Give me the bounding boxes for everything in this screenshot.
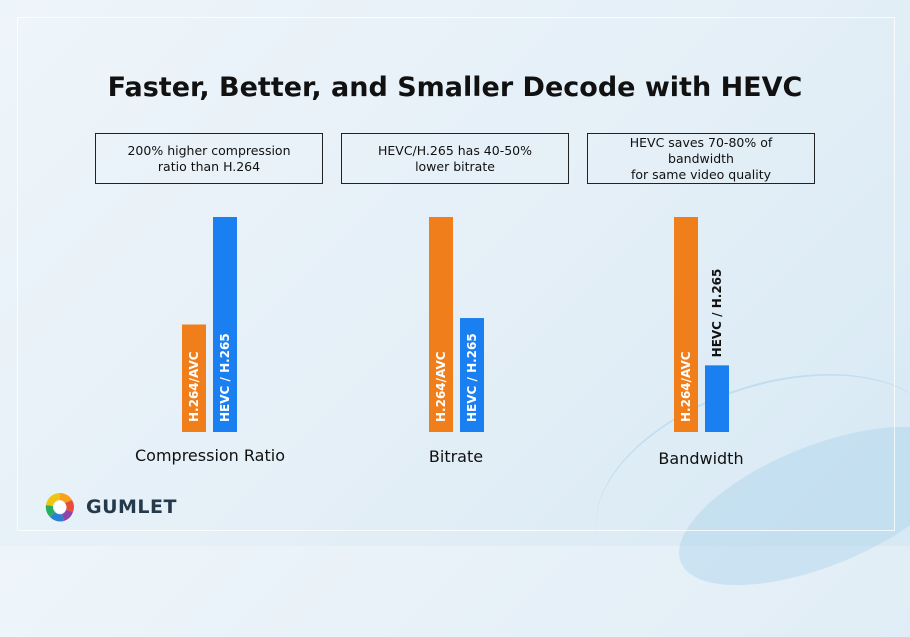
bandwidth-label: Bandwidth [658, 449, 744, 468]
bitrate-hevc-bar [460, 318, 484, 432]
compression-hevc-bar [213, 217, 237, 432]
bandwidth-hevc-bar [705, 365, 729, 432]
bitrate-info-text: HEVC/H.265 has 40-50% lower bitrate [377, 142, 533, 174]
bitrate-label: Bitrate [428, 447, 484, 466]
bandwidth-avc-bar [674, 217, 698, 432]
border-frame [17, 17, 895, 531]
bitrate-info-card: HEVC/H.265 has 40-50% lower bitrate [341, 133, 569, 184]
gumlet-logo-text: GUMLET [86, 496, 177, 518]
compression-hevc-bar-label: HEVC / H.265 [218, 333, 232, 422]
compression-info-card: 200% higher compression ratio than H.264 [95, 133, 323, 184]
compression-info-text: 200% higher compression ratio than H.264 [127, 142, 291, 174]
bitrate-avc-bar [429, 217, 453, 432]
bitrate-hevc-bar-label: HEVC / H.265 [465, 333, 479, 422]
bar-chart: H.264/AVC HEVC / H.265 H.264/AVC HEVC / H.2… [182, 217, 729, 432]
compression-avc-bar [182, 324, 206, 432]
bitrate-avc-bar-label: H.264/AVC [434, 351, 448, 422]
compression-avc-bar-label: H.264/AVC [187, 351, 201, 422]
gumlet-logo: GUMLET [44, 491, 177, 523]
chart-title: Faster, Better, and Smaller Decode with … [107, 72, 803, 103]
compression-ratio-label: Compression Ratio [135, 446, 285, 465]
bandwidth-info-text: HEVC saves 70-80% of bandwidth for same … [629, 134, 773, 182]
gumlet-logo-icon [45, 492, 74, 522]
bandwidth-hevc-bar-label: HEVC / H.265 [710, 269, 724, 358]
bandwidth-avc-bar-label: H.264/AVC [679, 351, 693, 422]
bandwidth-info-card: HEVC saves 70-80% of bandwidth for same … [587, 133, 815, 184]
